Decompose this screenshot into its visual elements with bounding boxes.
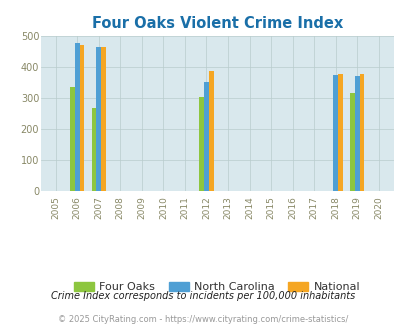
Bar [204,82,208,191]
Bar [337,74,342,191]
Bar [333,75,337,191]
Bar [208,71,213,191]
Legend: Four Oaks, North Carolina, National: Four Oaks, North Carolina, National [69,278,364,297]
Bar [96,47,101,191]
Title: Four Oaks Violent Crime Index: Four Oaks Violent Crime Index [92,16,342,31]
Text: © 2025 CityRating.com - https://www.cityrating.com/crime-statistics/: © 2025 CityRating.com - https://www.city… [58,315,347,324]
Bar [70,87,75,191]
Bar [359,74,363,191]
Bar [199,97,204,191]
Bar [92,108,96,191]
Bar [354,76,359,191]
Bar [75,44,79,191]
Bar [349,93,354,191]
Bar [79,45,84,191]
Bar [101,47,106,191]
Text: Crime Index corresponds to incidents per 100,000 inhabitants: Crime Index corresponds to incidents per… [51,291,354,301]
